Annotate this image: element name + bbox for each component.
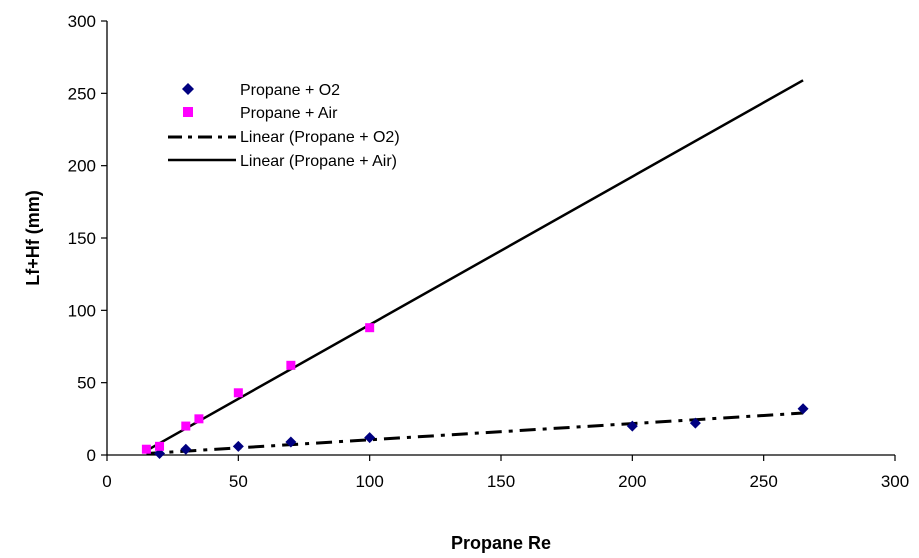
data-point-propane-o2 [797,403,809,415]
data-point-propane-air [286,360,296,370]
legend-label-linear-o2: Linear (Propane + O2) [240,129,400,146]
data-point-propane-o2 [626,420,638,432]
trendline-propane-o2 [146,411,804,456]
x-tick-label: 300 [881,472,909,491]
legend-marker-propane-o2 [182,83,194,95]
data-point-propane-air [233,388,243,398]
legend-marker-propane-air [183,107,193,117]
y-tick-label: 50 [77,374,96,393]
x-tick-label: 50 [229,472,248,491]
y-ticks: 0 50 100 150 200 250 300 [68,12,107,465]
data-point-propane-air [365,323,375,333]
data-point-propane-o2 [232,440,244,452]
legend-label-linear-air: Linear (Propane + Air) [240,153,397,170]
x-ticks: 0 50 100 150 200 250 300 [102,455,909,491]
x-tick-label: 150 [487,472,515,491]
data-point-propane-o2 [285,436,297,448]
x-axis-title: Propane Re [451,533,551,553]
data-point-propane-o2 [364,432,376,444]
x-tick-label: 200 [618,472,646,491]
x-tick-label: 250 [749,472,777,491]
data-points [141,323,809,460]
y-axis-title: Lf+Hf (mm) [23,190,43,286]
y-tick-label: 300 [68,12,96,31]
y-tick-label: 0 [87,446,96,465]
trendline-propane-air [145,79,804,452]
y-tick-label: 250 [68,84,96,103]
data-point-propane-air [181,421,191,431]
y-tick-label: 100 [68,301,96,320]
x-tick-label: 100 [355,472,383,491]
legend-label-propane-o2: Propane + O2 [240,82,340,99]
data-point-propane-o2 [689,417,701,429]
y-tick-label: 200 [68,157,96,176]
y-tick-label: 150 [68,229,96,248]
data-point-propane-air [155,441,165,451]
legend: Propane + O2 Propane + Air Linear (Propa… [168,82,400,170]
x-tick-label: 0 [102,472,111,491]
legend-label-propane-air: Propane + Air [240,105,338,122]
data-point-propane-air [141,444,151,454]
data-point-propane-air [194,414,204,424]
data-point-propane-o2 [180,443,192,455]
axes [106,21,895,456]
